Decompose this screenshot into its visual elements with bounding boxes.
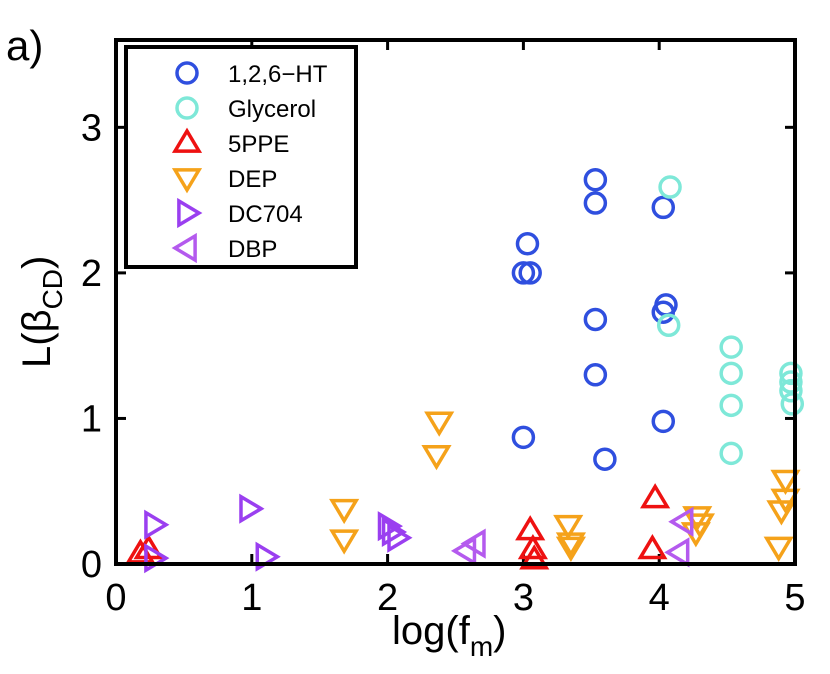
data-point bbox=[664, 537, 690, 568]
data-point bbox=[421, 444, 452, 471]
data-point bbox=[583, 167, 608, 192]
data-point bbox=[780, 392, 805, 416]
data-point bbox=[719, 335, 743, 359]
data-point bbox=[424, 411, 455, 437]
x-tick-label: 0 bbox=[105, 577, 126, 619]
data-point bbox=[583, 191, 608, 215]
y-tick-label: 3 bbox=[81, 107, 102, 149]
panel-label: a) bbox=[6, 22, 43, 69]
data-point bbox=[640, 483, 671, 509]
data-point bbox=[651, 300, 676, 324]
y-axis-label-subscript: CD bbox=[37, 269, 68, 309]
legend-entry-label: DEP bbox=[228, 166, 277, 193]
series-2 bbox=[125, 483, 671, 570]
y-tick-label: 0 bbox=[81, 544, 102, 586]
data-point bbox=[517, 534, 548, 560]
x-axis-label: log(fm) bbox=[392, 609, 506, 662]
data-point bbox=[518, 261, 542, 285]
y-tick-label: 1 bbox=[81, 398, 102, 440]
data-point bbox=[668, 506, 694, 537]
data-point bbox=[719, 441, 743, 466]
data-point bbox=[779, 379, 803, 403]
legend-entry-label: Glycerol bbox=[228, 96, 316, 123]
data-point bbox=[387, 522, 413, 553]
x-tick-label: 4 bbox=[649, 577, 670, 619]
legend-marker bbox=[175, 96, 199, 120]
series-4 bbox=[144, 493, 413, 574]
x-axis-label-main: log(f bbox=[392, 609, 471, 653]
legend-marker bbox=[175, 61, 199, 85]
data-point bbox=[144, 509, 170, 540]
data-point bbox=[519, 544, 550, 570]
data-point bbox=[329, 529, 360, 555]
data-point bbox=[329, 498, 360, 525]
legend-marker bbox=[171, 127, 203, 153]
x-tick-label: 1 bbox=[241, 577, 262, 619]
series-3 bbox=[329, 411, 801, 562]
data-point bbox=[651, 195, 676, 220]
data-point bbox=[555, 532, 587, 558]
x-tick-label: 5 bbox=[784, 577, 805, 619]
data-point bbox=[770, 469, 801, 495]
legend-entry-label: DC704 bbox=[228, 201, 303, 228]
legend-marker bbox=[171, 168, 203, 194]
data-point bbox=[239, 493, 265, 524]
data-point bbox=[656, 313, 681, 338]
series-1 bbox=[656, 175, 805, 466]
data-point bbox=[460, 528, 486, 559]
legend: 1,2,6−HT Glycerol 5PPE DEP DC704 DBP bbox=[124, 45, 358, 269]
data-point bbox=[515, 515, 546, 541]
legend-entry-label: 5PPE bbox=[228, 131, 289, 158]
data-points bbox=[125, 167, 805, 574]
data-point bbox=[583, 307, 608, 332]
data-point bbox=[555, 536, 587, 562]
data-point bbox=[779, 361, 803, 386]
legend-entry-label: 1,2,6−HT bbox=[228, 61, 328, 88]
data-point bbox=[637, 534, 668, 560]
series-5 bbox=[450, 506, 694, 568]
data-point bbox=[553, 514, 584, 541]
legend-marker bbox=[171, 232, 197, 264]
x-tick-label: 3 bbox=[513, 577, 534, 619]
data-point bbox=[719, 361, 743, 386]
data-point bbox=[766, 500, 797, 526]
x-tick-label: 2 bbox=[377, 577, 398, 619]
data-point bbox=[719, 393, 743, 418]
legend-entry-label: DBP bbox=[228, 236, 277, 263]
y-tick-label: 2 bbox=[81, 253, 102, 295]
axis-tick-labels: 0 1 2 3 4 5 0 1 2 3 bbox=[81, 107, 806, 619]
data-point bbox=[511, 261, 536, 285]
data-point bbox=[381, 516, 408, 548]
data-point bbox=[515, 232, 540, 256]
x-axis-label-subscript: m bbox=[470, 631, 493, 662]
legend-box bbox=[124, 45, 358, 269]
y-axis-label: L(βCD) bbox=[15, 256, 68, 368]
data-point bbox=[651, 409, 676, 434]
data-point bbox=[583, 363, 608, 387]
data-point bbox=[133, 534, 164, 560]
data-point bbox=[658, 175, 682, 199]
x-axis-label-close: ) bbox=[493, 609, 506, 653]
data-point bbox=[763, 536, 794, 562]
plot-frame bbox=[114, 38, 797, 566]
y-axis-label-main: L(β bbox=[15, 309, 59, 368]
y-axis-label-close: ) bbox=[15, 256, 59, 269]
legend-marker bbox=[177, 197, 203, 229]
data-point bbox=[593, 447, 617, 471]
data-point bbox=[511, 425, 536, 450]
series-0 bbox=[511, 167, 678, 471]
data-point bbox=[779, 370, 803, 394]
